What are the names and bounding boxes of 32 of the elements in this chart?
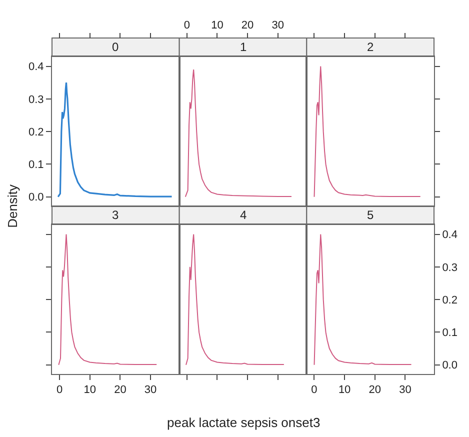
line-series — [57, 82, 173, 198]
y-tick-label: 0.3 — [28, 94, 44, 106]
x-tick-label: 10 — [211, 20, 224, 32]
chart-title: 5 — [367, 208, 374, 222]
x-tick-label: 0 — [56, 384, 63, 396]
x-axis-title: peak lactate sepsis onset3 — [167, 415, 320, 430]
chart-title: 1 — [240, 40, 247, 54]
x-tick-label: 30 — [272, 20, 284, 32]
x-tick-label: 20 — [368, 384, 381, 396]
chart-title: 0 — [112, 40, 119, 54]
x-tick-label: 10 — [338, 384, 351, 396]
y-tick-label: 0.0 — [28, 192, 44, 204]
chart-title: 2 — [367, 40, 374, 54]
chart-title: 4 — [240, 208, 247, 222]
line-series — [314, 234, 412, 366]
x-tick-label: 30 — [399, 384, 412, 396]
x-tick-label: 20 — [114, 384, 126, 396]
y-tick-label: 0.2 — [442, 294, 458, 306]
y-tick-label: 0.4 — [442, 229, 458, 242]
x-tick-label: 0 — [184, 20, 190, 32]
y-tick-label: 0.2 — [28, 126, 44, 138]
y-axis-title: Density — [4, 184, 20, 228]
y-tick-label: 0.1 — [442, 327, 458, 340]
y-tick-label: 0.0 — [442, 360, 458, 372]
y-tick-label: 0.1 — [28, 159, 44, 172]
x-tick-label: 10 — [84, 384, 96, 396]
x-tick-label: 0 — [311, 384, 318, 396]
chart-title: 3 — [112, 208, 119, 222]
y-tick-label: 0.3 — [442, 262, 458, 274]
x-tick-label: 20 — [241, 20, 254, 32]
y-tick-label: 0.4 — [28, 61, 44, 74]
x-tick-label: 30 — [144, 384, 157, 396]
